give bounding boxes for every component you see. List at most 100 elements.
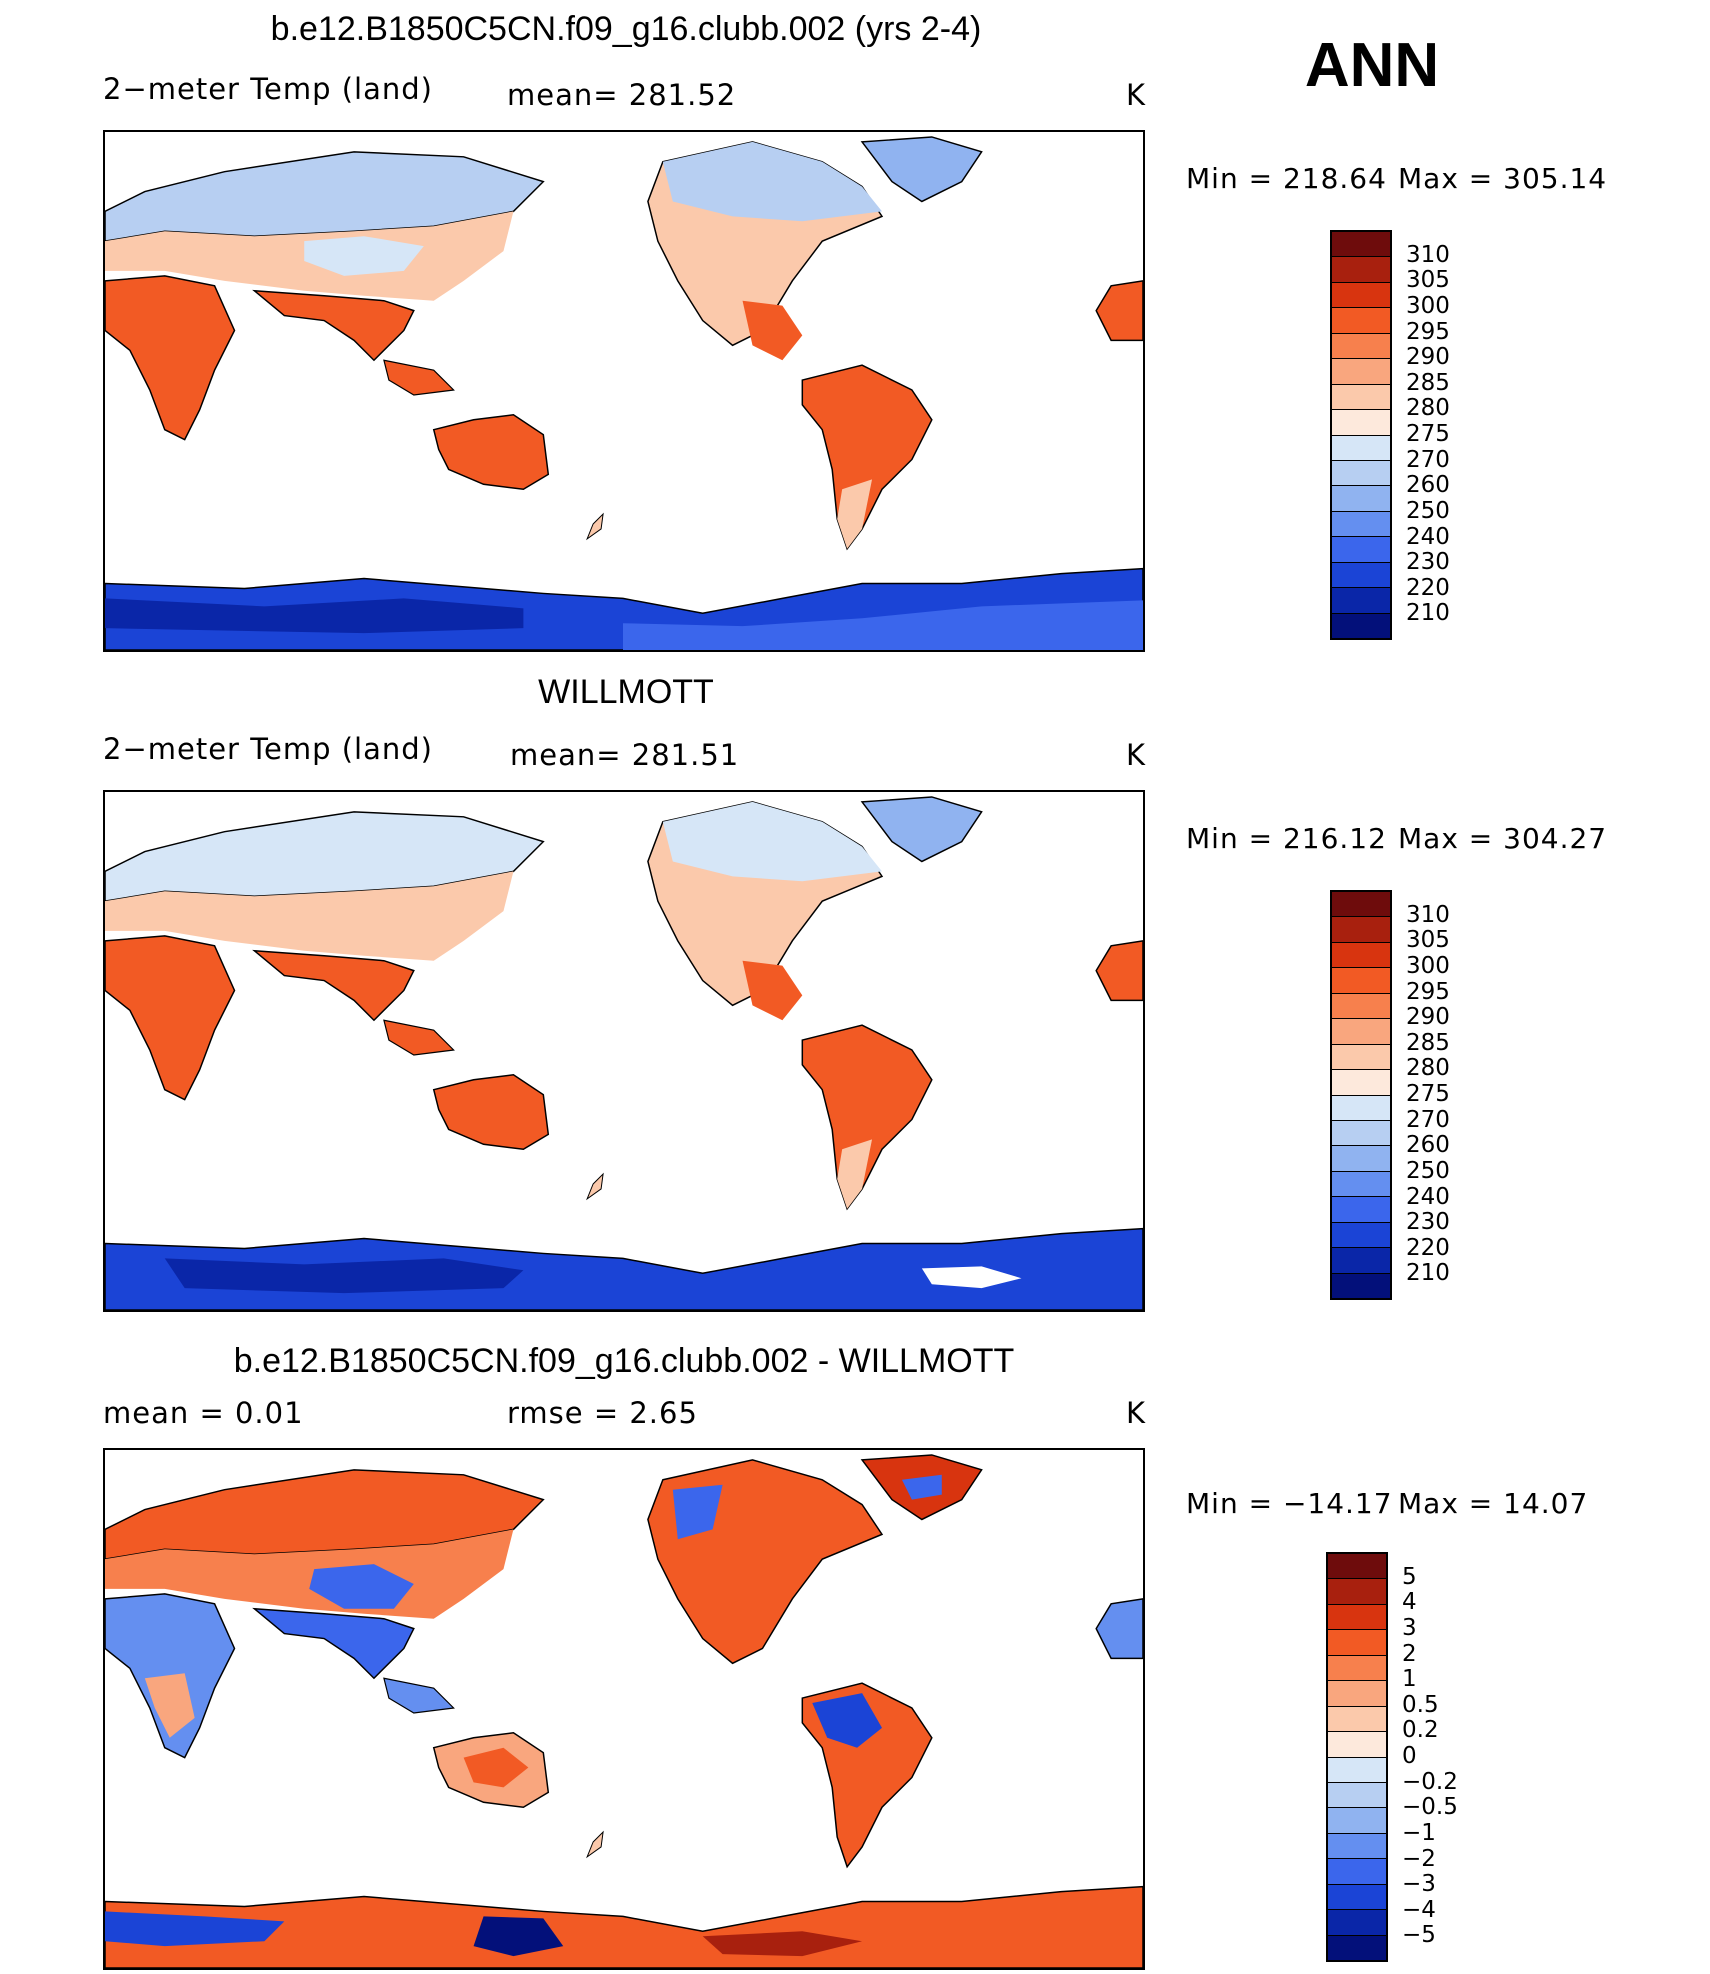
colorbar-tick-label: 2	[1402, 1640, 1417, 1667]
colorbar-tick-label: −0.5	[1402, 1794, 1458, 1821]
colorbar-swatch	[1328, 1884, 1386, 1911]
panel-1-mean-label: mean= 281.52	[507, 78, 737, 112]
colorbar-swatch	[1332, 917, 1390, 943]
colorbar-tick-label: 305	[1406, 267, 1450, 294]
colorbar-swatch	[1332, 511, 1390, 538]
colorbar-tick-label: 0.2	[1402, 1717, 1439, 1744]
colorbar-swatch	[1332, 486, 1390, 512]
colorbar-tick-label: 300	[1406, 952, 1450, 979]
colorbar-swatch	[1332, 613, 1390, 638]
colorbar-swatch	[1332, 460, 1390, 487]
colorbar-swatch	[1328, 1782, 1386, 1809]
panel-3-min: Min = −14.17	[1186, 1487, 1393, 1520]
colorbar-swatch	[1332, 308, 1390, 334]
panel-3-units: K	[1126, 1396, 1147, 1430]
colorbar-swatch	[1332, 384, 1390, 411]
colorbar-tick-label: 310	[1406, 901, 1450, 928]
colorbar-swatch	[1332, 359, 1390, 385]
colorbar-swatch	[1332, 257, 1390, 283]
colorbar-tick-label: 230	[1406, 1209, 1450, 1236]
colorbar-tick-label: 270	[1406, 1106, 1450, 1133]
colorbar-tick-label: 275	[1406, 421, 1450, 447]
colorbar-swatch	[1328, 1579, 1386, 1605]
season-label: ANN	[1304, 31, 1440, 100]
colorbar-swatch	[1328, 1732, 1386, 1758]
panel-2-title: WILLMOTT	[538, 673, 714, 711]
colorbar-tick-label: 290	[1406, 1004, 1450, 1031]
colorbar-tick-label: 310	[1406, 241, 1450, 268]
panel-2-colorbar-labels: 310 305 300 295 290 285 280 275 270 260 250 240 230 2…	[1406, 890, 1506, 1300]
colorbar-swatch	[1332, 588, 1390, 614]
colorbar-tick-label: 280	[1406, 1055, 1450, 1082]
colorbar-tick-label: −2	[1402, 1845, 1436, 1872]
panel-1-units: K	[1126, 78, 1147, 112]
colorbar-swatch	[1332, 892, 1390, 918]
colorbar-swatch	[1328, 1935, 1386, 1960]
colorbar-tick-label: 240	[1406, 523, 1450, 550]
colorbar-tick-label: 210	[1406, 1260, 1450, 1287]
colorbar-swatch	[1332, 1171, 1390, 1198]
colorbar-swatch	[1332, 1044, 1390, 1071]
panel-2-map	[103, 790, 1145, 1312]
colorbar-swatch	[1332, 942, 1390, 969]
colorbar-tick-label: 5	[1402, 1563, 1417, 1590]
colorbar-swatch	[1332, 562, 1390, 589]
panel-3-map-graphic	[105, 1454, 1143, 1968]
panel-1-max: Max = 305.14	[1398, 162, 1608, 195]
panel-2-colorbar	[1330, 890, 1392, 1300]
colorbar-swatch	[1332, 968, 1390, 994]
colorbar-tick-label: 280	[1406, 395, 1450, 422]
panel-3-max: Max = 14.07	[1398, 1487, 1589, 1520]
panel-2-variable-label: 2−meter Temp (land)	[103, 732, 433, 766]
colorbar-tick-label: 295	[1406, 318, 1450, 345]
colorbar-tick-label: 4	[1402, 1589, 1417, 1616]
colorbar-swatch	[1332, 1120, 1390, 1147]
colorbar-swatch	[1328, 1833, 1386, 1860]
colorbar-tick-label: 260	[1406, 1132, 1450, 1159]
panel-3-colorbar	[1326, 1552, 1388, 1962]
panel-1-map-graphic	[105, 136, 1143, 650]
colorbar-tick-label: −3	[1402, 1871, 1436, 1898]
colorbar-tick-label: 290	[1406, 344, 1450, 371]
colorbar-swatch	[1332, 1273, 1390, 1298]
colorbar-swatch	[1332, 1070, 1390, 1096]
panel-2-units: K	[1126, 738, 1147, 772]
colorbar-tick-label: 230	[1406, 549, 1450, 576]
colorbar-tick-label: −1	[1402, 1819, 1436, 1846]
colorbar-tick-label: 220	[1406, 574, 1450, 601]
panel-1-colorbar	[1330, 230, 1392, 640]
panel-3-rmse-label: rmse = 2.65	[507, 1396, 698, 1430]
panel-2-min: Min = 216.12	[1186, 822, 1387, 855]
colorbar-swatch	[1328, 1681, 1386, 1707]
panel-1-title: b.e12.B1850C5CN.f09_g16.clubb.002 (yrs 2…	[270, 10, 982, 48]
colorbar-tick-label: 260	[1406, 472, 1450, 499]
colorbar-swatch	[1332, 1222, 1390, 1249]
colorbar-tick-label: 240	[1406, 1183, 1450, 1210]
colorbar-swatch	[1332, 537, 1390, 563]
colorbar-swatch	[1332, 232, 1390, 258]
colorbar-tick-label: 270	[1406, 446, 1450, 473]
colorbar-swatch	[1332, 1146, 1390, 1172]
colorbar-tick-label: 1	[1402, 1666, 1417, 1693]
colorbar-tick-label: 275	[1406, 1081, 1450, 1107]
panel-3-map	[103, 1448, 1145, 1970]
panel-3-mean-label: mean = 0.01	[103, 1396, 304, 1430]
colorbar-tick-label: 0	[1402, 1743, 1417, 1769]
colorbar-tick-label: 0.5	[1402, 1691, 1439, 1718]
colorbar-swatch	[1332, 1248, 1390, 1274]
panel-3-colorbar-labels: 5 4 3 2 1 0.5 0.2 0 −0.2 −0.5 −1 −2 −3 −4 −5	[1402, 1552, 1502, 1962]
colorbar-swatch	[1332, 1197, 1390, 1223]
colorbar-tick-label: 285	[1406, 369, 1450, 396]
colorbar-tick-label: 305	[1406, 927, 1450, 954]
panel-2-max: Max = 304.27	[1398, 822, 1608, 855]
colorbar-swatch	[1332, 993, 1390, 1020]
colorbar-tick-label: 250	[1406, 1157, 1450, 1184]
panel-1-map	[103, 130, 1145, 652]
colorbar-swatch	[1328, 1630, 1386, 1656]
colorbar-swatch	[1332, 333, 1390, 360]
colorbar-tick-label: −4	[1402, 1896, 1436, 1923]
panel-2-mean-label: mean= 281.51	[510, 738, 740, 772]
colorbar-tick-label: 300	[1406, 292, 1450, 319]
colorbar-tick-label: 210	[1406, 600, 1450, 627]
colorbar-tick-label: −5	[1402, 1922, 1436, 1949]
